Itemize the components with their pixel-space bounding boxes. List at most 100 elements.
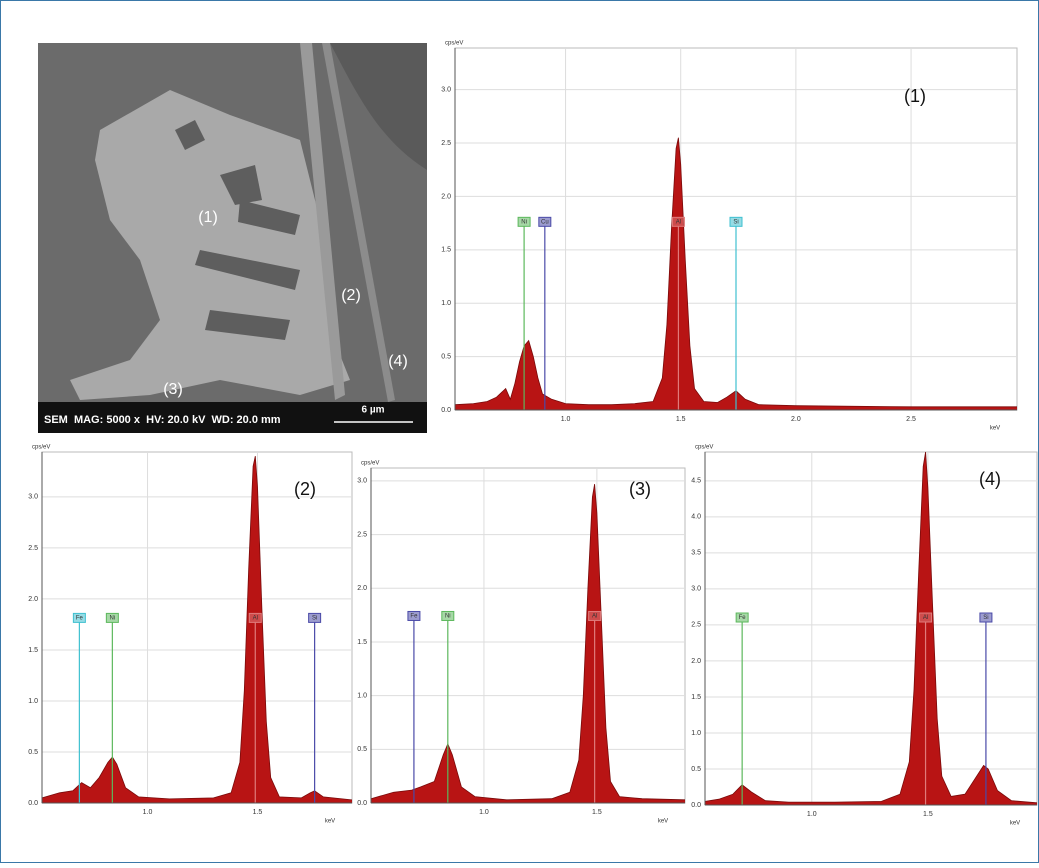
chart-title: (3) bbox=[629, 479, 651, 499]
peak-label-box bbox=[729, 216, 743, 227]
y-tick-label: 1.5 bbox=[357, 639, 367, 646]
y-tick-label: 3.5 bbox=[691, 550, 701, 557]
y-tick-label: 4.0 bbox=[691, 514, 701, 521]
x-tick-label: 1.0 bbox=[807, 811, 817, 818]
y-tick-label: 1.5 bbox=[28, 647, 38, 654]
peak-label-box bbox=[72, 612, 86, 623]
plot-area bbox=[704, 451, 1038, 806]
y-tick-label: 1.5 bbox=[691, 694, 701, 701]
sem-fiber bbox=[300, 43, 345, 400]
y-tick-label: 1.0 bbox=[28, 698, 38, 705]
y-tick-label: 2.5 bbox=[691, 622, 701, 629]
peak-label-box bbox=[735, 612, 749, 623]
y-tick-label: 4.5 bbox=[691, 478, 701, 485]
peak-label: Si bbox=[983, 615, 988, 621]
peak-label: Fe bbox=[76, 615, 84, 621]
x-axis-label: keV bbox=[990, 426, 1000, 432]
x-tick-label: 1.0 bbox=[561, 416, 571, 423]
y-tick-label: 3.0 bbox=[441, 86, 451, 93]
peak-label: Ni bbox=[110, 615, 116, 621]
y-tick-label: 0.0 bbox=[357, 800, 367, 807]
y-tick-label: 1.5 bbox=[441, 247, 451, 254]
peak-label: Fe bbox=[739, 615, 747, 621]
spectrum-line bbox=[41, 456, 353, 801]
peak-label: Al bbox=[592, 614, 597, 620]
peak-label-box bbox=[407, 610, 421, 621]
peak-label: Ni bbox=[445, 614, 451, 620]
y-tick-label: 2.0 bbox=[28, 596, 38, 603]
plot-area bbox=[41, 451, 353, 804]
y-axis-label: cps/eV bbox=[361, 461, 379, 467]
peak-label: Si bbox=[312, 615, 317, 621]
y-tick-label: 2.5 bbox=[357, 531, 367, 538]
y-tick-label: 2.0 bbox=[691, 658, 701, 665]
y-tick-label: 0.0 bbox=[441, 407, 451, 414]
y-tick-label: 2.0 bbox=[441, 193, 451, 200]
peak-label-box bbox=[105, 612, 119, 623]
sem-image: (1) (2) (3) (4) SEM MAG: 5000 x HV: 20.0… bbox=[38, 43, 427, 433]
x-tick-label: 2.0 bbox=[791, 416, 801, 423]
spectrum-chart: 0.0 0.5 1.0 1.5 2.0 2.5 3.0 1.0 1.5 cps/eV keV Fe Ni… bbox=[357, 461, 686, 825]
y-tick-label: 2.5 bbox=[28, 545, 38, 552]
x-tick-label: 1.0 bbox=[143, 809, 153, 816]
x-axis-label: keV bbox=[1010, 821, 1020, 827]
y-tick-label: 1.0 bbox=[357, 692, 367, 699]
sem-holes bbox=[175, 120, 300, 340]
sem-label: (2) bbox=[341, 287, 361, 304]
x-tick-label: 1.5 bbox=[923, 811, 933, 818]
peak-label: Al bbox=[676, 219, 681, 225]
peak-label-box bbox=[517, 216, 531, 227]
peak-label-box bbox=[441, 610, 455, 621]
peak-label-box bbox=[919, 612, 933, 623]
y-axis-label: cps/eV bbox=[445, 41, 463, 47]
x-tick-label: 2.5 bbox=[906, 416, 916, 423]
y-tick-label: 0.0 bbox=[28, 800, 38, 807]
y-tick-label: 1.0 bbox=[441, 300, 451, 307]
sem-label: (4) bbox=[388, 353, 408, 370]
y-tick-label: 0.5 bbox=[441, 353, 451, 360]
peak-label-box bbox=[588, 610, 602, 621]
chart-title: (1) bbox=[904, 86, 926, 106]
y-tick-label: 0.5 bbox=[691, 766, 701, 773]
y-tick-label: 2.5 bbox=[441, 140, 451, 147]
sem-shade bbox=[330, 43, 427, 170]
peak-label: Ni bbox=[521, 219, 527, 225]
spectrum-chart: 0.0 0.5 1.0 1.5 2.0 2.5 3.0 1.0 1.5 cps/eV keV Fe Ni… bbox=[28, 445, 353, 825]
chart-title: (2) bbox=[294, 479, 316, 499]
y-tick-label: 2.0 bbox=[357, 585, 367, 592]
y-tick-label: 0.5 bbox=[28, 749, 38, 756]
y-axis-label: cps/eV bbox=[695, 445, 713, 451]
y-axis-label: cps/eV bbox=[32, 445, 50, 451]
y-tick-label: 0.5 bbox=[357, 746, 367, 753]
peak-label-box bbox=[979, 612, 993, 623]
peak-label: Si bbox=[733, 219, 738, 225]
sem-fiber bbox=[322, 43, 395, 402]
x-axis-label: keV bbox=[325, 819, 335, 825]
peak-label-box bbox=[671, 216, 685, 227]
sem-label: (3) bbox=[163, 381, 183, 398]
peak-label: Al bbox=[253, 615, 258, 621]
scale-bar-label: 6 µm bbox=[362, 405, 385, 416]
spectrum-chart: 0.0 0.5 1.0 1.5 2.0 2.5 3.0 1.0 1.5 2.0 2.5 cps/eV k… bbox=[441, 41, 1018, 432]
plot-area bbox=[370, 467, 686, 804]
peak-label: Fe bbox=[410, 614, 418, 620]
spectrum-line bbox=[454, 137, 1017, 408]
sem-caption: SEM MAG: 5000 x HV: 20.0 kV WD: 20.0 mm bbox=[44, 414, 281, 426]
sem-label: (1) bbox=[198, 209, 218, 226]
chart-title: (4) bbox=[979, 469, 1001, 489]
y-tick-label: 0.0 bbox=[691, 802, 701, 809]
x-tick-label: 1.5 bbox=[676, 416, 686, 423]
x-tick-label: 1.5 bbox=[253, 809, 263, 816]
spectrum-chart: 0.0 0.5 1.0 1.5 2.0 2.5 3.0 3.5 4.0 4.5 1.0 1.5 cps/… bbox=[691, 445, 1038, 827]
y-tick-label: 3.0 bbox=[28, 494, 38, 501]
x-axis-label: keV bbox=[658, 819, 668, 825]
y-tick-label: 3.0 bbox=[357, 478, 367, 485]
peak-label: Cu bbox=[541, 219, 549, 225]
sem-caption-bar bbox=[38, 402, 427, 433]
peak-label-box bbox=[308, 612, 322, 623]
spectrum-line bbox=[370, 484, 686, 801]
y-tick-label: 1.0 bbox=[691, 730, 701, 737]
peak-label-box bbox=[538, 216, 552, 227]
x-tick-label: 1.5 bbox=[592, 809, 602, 816]
